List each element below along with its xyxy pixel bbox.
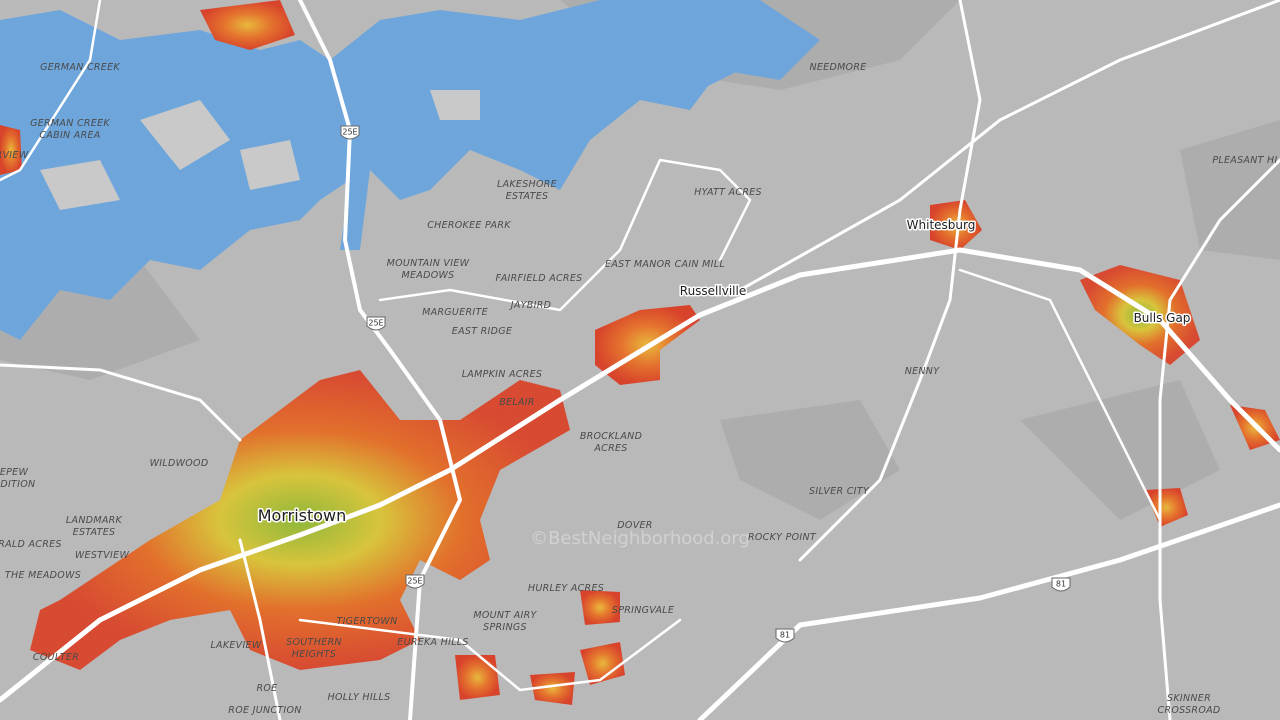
place-label: EAST MANOR CAIN MILL [605,259,725,270]
city-label: Whitesburg [907,218,976,232]
place-label: JAYBIRD [509,300,551,311]
place-label: NEEDMORE [809,62,866,73]
place-label: ROCKY POINT [748,532,817,543]
place-label: WILDWOOD [150,458,209,469]
place-label: ROE JUNCTION [228,705,301,716]
place-label: RVIEW [0,150,29,161]
place-label: EUREKA HILLS [397,637,468,648]
highway-number: 25E [407,577,422,586]
highway-number: 81 [1056,580,1066,589]
place-label: LAMPKIN ACRES [462,369,543,380]
city-label: Bulls Gap [1134,311,1191,325]
place-label: CROSSROAD [1157,705,1220,716]
place-label: BELAIR [499,397,535,408]
place-label: EAST RIDGE [452,326,512,337]
place-label: SPRINGVALE [612,605,674,616]
city-label: Russellville [680,284,746,298]
highway-number: 81 [780,631,790,640]
place-label: HEIGHTS [292,649,336,660]
highway-shield [405,574,425,589]
place-label: SKINNER [1167,693,1211,704]
place-label: EPEW [0,467,28,478]
place-label: ODITION [0,479,35,490]
place-label: SOUTHERN [286,637,342,648]
place-label: MOUNT AIRY [473,610,537,621]
highway-number: 25E [342,128,357,137]
place-label: SILVER CITY [809,486,870,497]
highway-number: 25E [368,319,383,328]
place-label: LAKEVIEW [210,640,261,651]
highway-shield [1051,577,1071,592]
place-label: ROE [257,683,278,694]
place-label: BROCKLAND [580,431,642,442]
place-label: ESTATES [73,527,116,538]
highway-shield [366,316,386,331]
watermark: ©BestNeighborhood.org [530,528,750,549]
place-label: MARGUERITE [422,307,488,318]
place-label: HURLEY ACRES [528,583,604,594]
place-label: HYATT ACRES [694,187,762,198]
place-label: THE MEADOWS [5,570,81,581]
place-label: NENNY [905,366,941,377]
place-label: CABIN AREA [39,130,100,141]
city-label: Morristown [258,506,347,525]
place-label: FAIRFIELD ACRES [496,273,583,284]
place-label: SPRINGS [483,622,527,633]
highway-shield [775,628,795,643]
place-label: COULTER [33,652,79,663]
place-label: GERMAN CREEK [40,62,120,73]
islands [40,90,480,210]
highway-shield [340,125,360,140]
place-label: MEADOWS [401,270,454,281]
place-label: WESTVIEW [75,550,130,561]
place-label: MOUNTAIN VIEW [387,258,470,269]
place-label: LAKESHORE [497,179,557,190]
place-label: LANDMARK [66,515,123,526]
place-label: CHEROKEE PARK [427,220,511,231]
place-label: TIGERTOWN [336,616,397,627]
place-label: HOLLY HILLS [328,692,391,703]
place-label: PLEASANT HI [1212,155,1277,166]
place-label: DOVER [617,520,652,531]
place-label: ESTATES [506,191,549,202]
place-label: ACRES [593,443,627,454]
place-label: GERMAN CREEK [30,118,110,129]
place-label: RALD ACRES [0,539,62,550]
